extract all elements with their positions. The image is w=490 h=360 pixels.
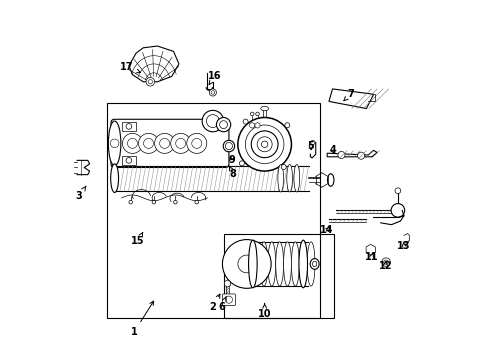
Ellipse shape <box>223 140 235 152</box>
Text: 1: 1 <box>131 301 154 337</box>
Bar <box>122 122 136 131</box>
Circle shape <box>238 117 292 171</box>
FancyBboxPatch shape <box>111 119 229 167</box>
FancyBboxPatch shape <box>222 294 235 305</box>
Polygon shape <box>329 89 373 109</box>
Text: 10: 10 <box>258 303 271 319</box>
Circle shape <box>281 165 286 170</box>
Circle shape <box>338 152 345 158</box>
Ellipse shape <box>108 121 121 166</box>
Circle shape <box>126 123 132 129</box>
Circle shape <box>171 134 191 153</box>
Circle shape <box>195 201 198 204</box>
Circle shape <box>217 117 231 132</box>
Circle shape <box>202 111 223 132</box>
Polygon shape <box>129 46 179 82</box>
Circle shape <box>209 89 217 96</box>
Bar <box>223 234 334 318</box>
Circle shape <box>395 188 401 194</box>
Circle shape <box>173 201 177 204</box>
Text: 17: 17 <box>121 63 141 73</box>
Ellipse shape <box>307 242 315 286</box>
Ellipse shape <box>278 165 284 192</box>
Text: 2: 2 <box>210 294 220 312</box>
Text: 7: 7 <box>344 89 354 101</box>
Polygon shape <box>250 122 255 128</box>
Ellipse shape <box>294 165 300 192</box>
Text: 16: 16 <box>208 71 221 85</box>
Circle shape <box>110 139 119 148</box>
Circle shape <box>187 134 207 153</box>
Bar <box>107 103 320 318</box>
Circle shape <box>129 201 132 204</box>
Circle shape <box>240 161 245 166</box>
Circle shape <box>225 296 232 303</box>
Text: 13: 13 <box>397 241 411 251</box>
Ellipse shape <box>299 242 307 286</box>
Ellipse shape <box>391 203 405 217</box>
Circle shape <box>262 141 268 148</box>
Circle shape <box>311 140 315 145</box>
Ellipse shape <box>261 107 269 111</box>
Text: 4: 4 <box>329 145 336 155</box>
Ellipse shape <box>292 242 299 286</box>
Text: 12: 12 <box>379 261 392 271</box>
Text: 8: 8 <box>229 166 237 179</box>
Ellipse shape <box>284 242 292 286</box>
Circle shape <box>122 134 143 153</box>
Ellipse shape <box>256 112 259 116</box>
Ellipse shape <box>310 258 319 269</box>
Text: 9: 9 <box>228 156 235 165</box>
Circle shape <box>152 201 156 204</box>
Ellipse shape <box>252 242 260 286</box>
Ellipse shape <box>268 242 276 286</box>
Polygon shape <box>366 244 375 255</box>
Ellipse shape <box>276 242 284 286</box>
Text: 5: 5 <box>308 141 315 151</box>
Ellipse shape <box>327 174 334 186</box>
Circle shape <box>146 77 155 86</box>
Ellipse shape <box>260 242 268 286</box>
Circle shape <box>382 258 391 266</box>
Ellipse shape <box>111 164 119 193</box>
Ellipse shape <box>299 240 308 288</box>
Ellipse shape <box>287 165 293 192</box>
Text: 14: 14 <box>320 225 334 235</box>
Circle shape <box>358 152 365 159</box>
Circle shape <box>285 123 290 128</box>
Text: 3: 3 <box>75 186 86 201</box>
Circle shape <box>139 134 159 153</box>
Circle shape <box>251 131 278 158</box>
Circle shape <box>243 119 248 124</box>
Circle shape <box>126 157 132 163</box>
Circle shape <box>222 240 271 288</box>
Text: 6: 6 <box>219 296 226 312</box>
Ellipse shape <box>250 112 254 116</box>
Polygon shape <box>224 280 231 287</box>
Polygon shape <box>255 122 260 128</box>
Circle shape <box>155 134 174 153</box>
Bar <box>122 156 136 165</box>
Text: 15: 15 <box>131 233 145 246</box>
Polygon shape <box>327 150 377 157</box>
Text: 11: 11 <box>365 252 379 262</box>
Ellipse shape <box>248 240 257 288</box>
